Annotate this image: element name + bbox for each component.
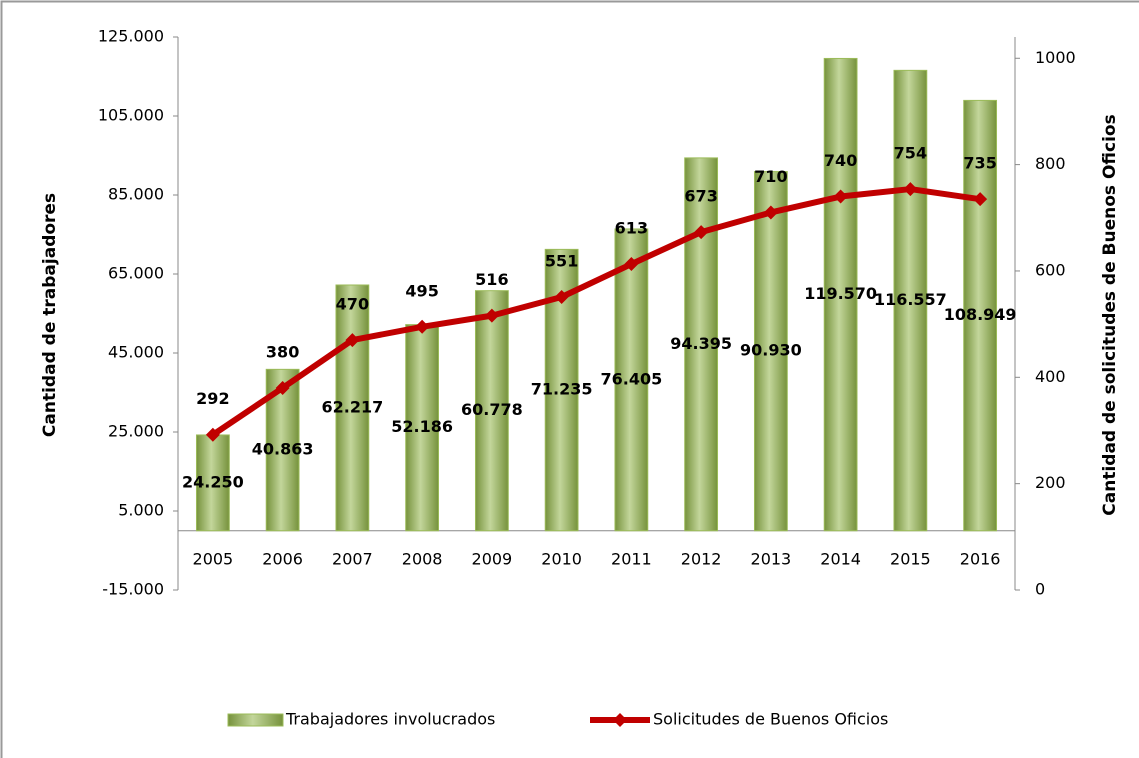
x-tick-label: 2012 (681, 549, 722, 568)
y-tick-label: 105.000 (98, 106, 164, 125)
y2-tick-label: 800 (1035, 154, 1066, 173)
data-label: 40.863 (252, 440, 314, 459)
y-tick-label: 125.000 (98, 27, 164, 46)
y2-tick-label: 200 (1035, 473, 1066, 492)
data-label: 24.250 (182, 472, 244, 491)
data-label: 754 (894, 144, 927, 163)
x-tick-label: 2016 (960, 549, 1001, 568)
marker (903, 182, 918, 197)
data-label: 62.217 (322, 397, 384, 416)
bar (335, 284, 370, 532)
data-label: 116.557 (874, 290, 947, 309)
y2-tick-label: 0 (1035, 580, 1045, 599)
y-axis-title: Cantidad de trabajadores (40, 193, 60, 437)
y2-axis-title: Cantidad de solicitudes de Buenos Oficio… (1100, 114, 1120, 515)
bar (823, 57, 858, 532)
data-label: 76.405 (601, 369, 663, 388)
data-label: 740 (824, 151, 857, 170)
x-tick-label: 2014 (820, 549, 861, 568)
marker (554, 290, 569, 305)
bar (614, 228, 649, 532)
bar (474, 290, 509, 532)
bar (753, 171, 788, 532)
y-tick-label: 45.000 (108, 343, 164, 362)
data-label: 292 (196, 389, 229, 408)
x-tick-label: 2013 (751, 549, 792, 568)
x-tick-label: 2011 (611, 549, 652, 568)
data-label: 119.570 (804, 284, 877, 303)
x-tick-label: 2015 (890, 549, 931, 568)
y-tick-label: 65.000 (108, 264, 164, 283)
marker (275, 380, 290, 395)
marker (624, 257, 639, 272)
legend-label: Trabajadores involucrados (285, 710, 495, 729)
data-label: 94.395 (670, 334, 732, 353)
marker (345, 333, 360, 348)
y-tick-label: 85.000 (108, 185, 164, 204)
data-label: 613 (615, 219, 648, 238)
y-tick-label: 25.000 (108, 422, 164, 441)
bar (963, 99, 998, 532)
data-label: 551 (545, 252, 578, 271)
data-label: 495 (405, 281, 438, 300)
data-label: 52.186 (391, 417, 453, 436)
data-label: 710 (754, 167, 787, 186)
x-tick-label: 2005 (193, 549, 234, 568)
x-tick-label: 2010 (541, 549, 582, 568)
marker (833, 189, 848, 204)
y-tick-label: -15.000 (102, 580, 164, 599)
data-label: 516 (475, 270, 508, 289)
x-tick-label: 2007 (332, 549, 373, 568)
line (211, 186, 981, 438)
data-label: 470 (336, 295, 369, 314)
y2-tick-label: 600 (1035, 260, 1066, 279)
y2-tick-label: 400 (1035, 367, 1066, 386)
x-tick-label: 2009 (472, 549, 513, 568)
y2-tick-label: 1000 (1035, 48, 1076, 67)
x-tick-label: 2006 (262, 549, 303, 568)
data-label: 380 (266, 342, 299, 361)
legend-marker (613, 713, 627, 727)
y-tick-label: 5.000 (118, 501, 164, 520)
marker (205, 427, 220, 442)
data-label: 108.949 (944, 305, 1017, 324)
marker (763, 205, 778, 220)
data-label: 60.778 (461, 400, 523, 419)
marker (694, 225, 709, 240)
data-label: 673 (684, 187, 717, 206)
marker (415, 319, 430, 334)
legend-swatch (227, 713, 284, 727)
data-label: 71.235 (531, 380, 593, 399)
data-label: 735 (963, 154, 996, 173)
legend-label: Solicitudes de Buenos Oficios (653, 710, 888, 729)
marker (484, 308, 499, 323)
x-tick-label: 2008 (402, 549, 443, 568)
data-label: 90.930 (740, 341, 802, 360)
bar (893, 69, 928, 532)
bar (684, 157, 719, 532)
marker (973, 192, 988, 207)
